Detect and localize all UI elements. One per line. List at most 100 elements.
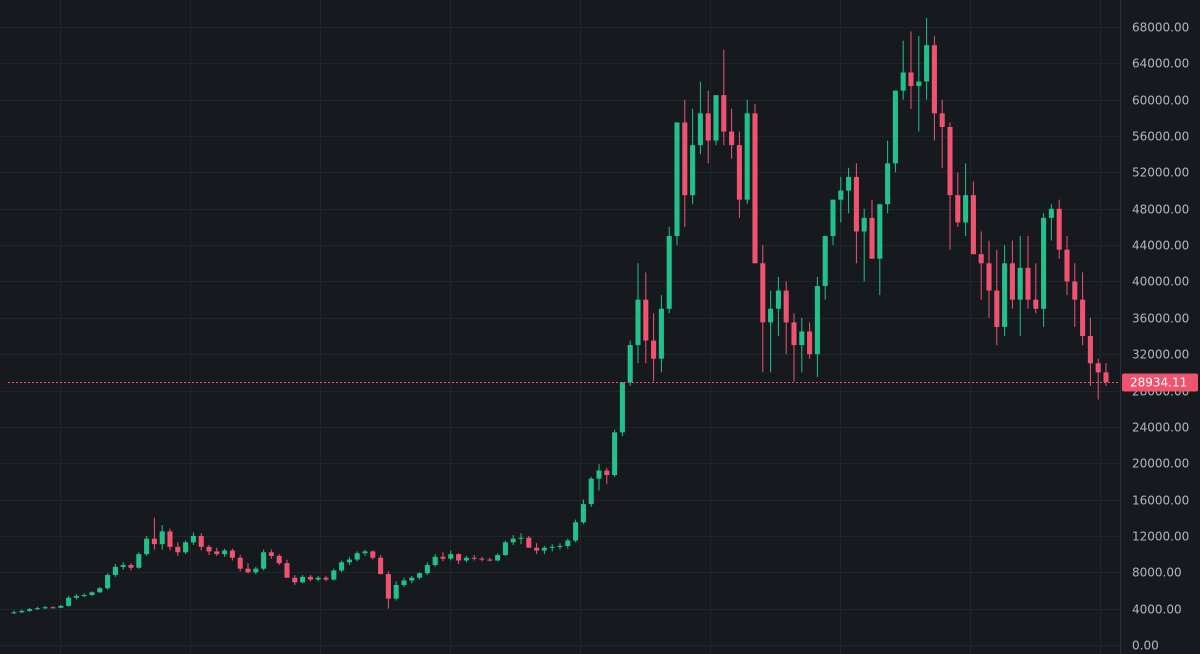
candle [838, 176, 844, 223]
candle-body [534, 547, 540, 551]
candle [682, 99, 688, 227]
candle-body [861, 217, 867, 232]
candle-body [331, 570, 337, 580]
candle-body [947, 126, 953, 196]
candle [144, 535, 150, 556]
candle [502, 540, 508, 556]
candle-body [1041, 217, 1047, 309]
candle [354, 551, 360, 562]
candle-body [729, 131, 735, 146]
candle-body [1002, 263, 1008, 327]
candle [245, 563, 251, 574]
candle-body [1103, 372, 1109, 383]
candle [136, 552, 142, 569]
candle [112, 564, 118, 577]
candle [736, 131, 742, 218]
candle-body [81, 595, 87, 597]
y-tick-label: 16000.00 [1132, 494, 1189, 508]
candle-body [588, 478, 594, 505]
candle-body [456, 554, 462, 561]
candle-body [690, 145, 696, 196]
candle-body [50, 607, 56, 609]
candle-body [222, 550, 228, 555]
candle-body [807, 331, 813, 355]
candle-body [752, 113, 758, 264]
candle [253, 566, 259, 575]
candle [206, 545, 212, 556]
candle [791, 313, 797, 382]
price-axis[interactable]: 0.00 4000.00 8000.00 12000.00 16000.00 20000.… [1132, 21, 1189, 653]
candle [853, 163, 859, 264]
candle [1080, 272, 1086, 346]
vertical-gridlines [60, 0, 1101, 654]
candle [729, 108, 735, 159]
candle-body [229, 550, 235, 558]
candle [752, 104, 758, 264]
candle [1025, 236, 1031, 309]
y-tick-label: 8000.00 [1132, 566, 1182, 580]
candle [214, 547, 220, 556]
candle [440, 552, 446, 562]
y-tick-label: 24000.00 [1132, 421, 1189, 435]
candle-body [1048, 208, 1054, 218]
candle [456, 553, 462, 565]
y-tick-label: 12000.00 [1132, 530, 1189, 544]
candle-body [323, 577, 329, 580]
candle-body [955, 195, 961, 223]
candle [97, 586, 103, 594]
candle-body [73, 595, 79, 598]
candle-body [27, 609, 33, 611]
candle-body [1080, 299, 1086, 336]
candle [128, 563, 134, 571]
candle-body [814, 286, 820, 355]
candle-body [58, 605, 64, 608]
candle-body [315, 577, 321, 580]
candle [518, 533, 524, 545]
candle-body [892, 90, 898, 164]
candle-body [908, 72, 914, 87]
candle [58, 605, 64, 609]
candle-body [994, 290, 1000, 327]
candle [1041, 213, 1047, 327]
candle [1095, 358, 1101, 400]
candle [658, 295, 664, 373]
candle [229, 548, 235, 561]
candle [222, 548, 228, 557]
candle [42, 605, 48, 610]
candle [66, 595, 72, 607]
candle-body [479, 558, 485, 560]
candle-body [487, 559, 493, 561]
candle [580, 499, 586, 525]
candle [339, 560, 345, 573]
candle [432, 554, 438, 567]
candle-body [635, 299, 641, 346]
y-tick-label: 40000.00 [1132, 275, 1189, 289]
candle-body [697, 113, 703, 146]
candle-body [206, 546, 212, 552]
candle [27, 607, 33, 612]
candle-body [978, 254, 984, 264]
candle-body [284, 563, 290, 578]
candle-body [713, 95, 719, 141]
candle-body [136, 554, 142, 568]
candle-body [448, 554, 454, 559]
candle-body [1009, 263, 1015, 300]
candle [565, 538, 571, 549]
candle-body [401, 580, 407, 586]
candle [877, 204, 883, 296]
candle [300, 575, 306, 584]
candle [931, 36, 937, 141]
candle-body [1025, 267, 1031, 300]
candle [11, 610, 17, 615]
candle-body [432, 556, 438, 566]
candle-body [292, 577, 298, 583]
y-tick-label: 20000.00 [1132, 457, 1189, 471]
y-tick-label: 48000.00 [1132, 203, 1189, 217]
candle [1056, 199, 1062, 259]
candle [183, 540, 189, 555]
candle [370, 550, 376, 560]
candle [604, 467, 610, 485]
candle [768, 290, 774, 373]
